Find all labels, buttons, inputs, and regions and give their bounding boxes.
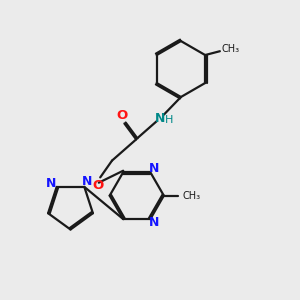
Text: N: N [155,112,166,125]
Text: O: O [92,178,103,191]
Text: O: O [116,109,128,122]
Text: N: N [82,175,92,188]
Text: N: N [46,177,56,190]
Text: H: H [165,115,173,125]
Text: N: N [149,216,160,229]
Text: CH₃: CH₃ [183,190,201,201]
Text: N: N [149,162,160,175]
Text: CH₃: CH₃ [222,44,240,54]
